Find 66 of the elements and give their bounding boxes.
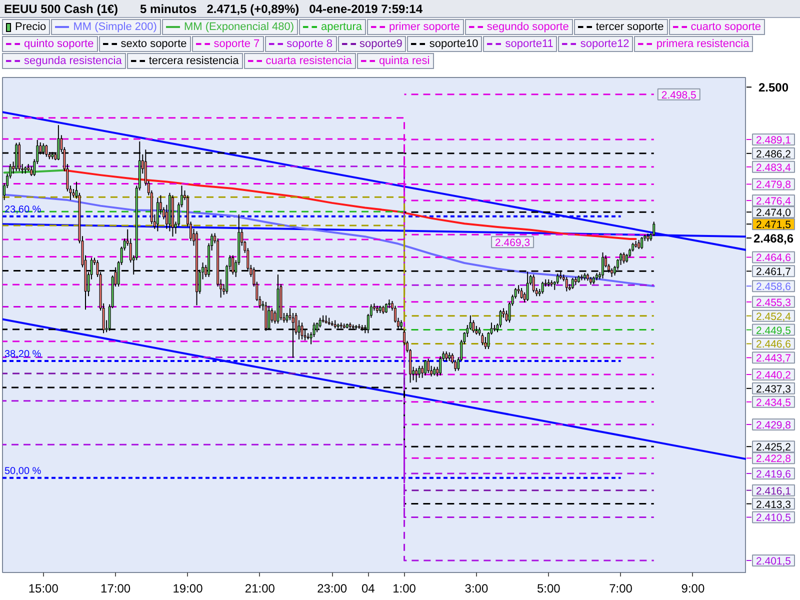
y-tick-label: 2.461,7 bbox=[756, 266, 792, 278]
x-tick-label: 3:00 bbox=[464, 582, 488, 596]
legend-label: soporte11 bbox=[483, 36, 558, 52]
legend-label: apertura bbox=[299, 19, 366, 35]
legend-label: soporte9 bbox=[338, 36, 406, 52]
y-tick-label: 2.401,5 bbox=[756, 555, 792, 568]
x-tick-label: 1:00 bbox=[392, 582, 416, 596]
y-tick-label: 2.440,2 bbox=[756, 370, 792, 382]
annotation: 50,00 % bbox=[4, 466, 42, 477]
data-label: 2.498,5 bbox=[661, 89, 697, 102]
legend-label: Precio bbox=[2, 19, 50, 35]
x-tick-label: 7:00 bbox=[609, 582, 633, 596]
y-tick-label: 2.500 bbox=[758, 80, 789, 95]
y-tick-label: 2.429,8 bbox=[756, 419, 792, 432]
legend-label: soporte10 bbox=[407, 36, 482, 52]
y-tick-label: 2.410,5 bbox=[756, 512, 792, 524]
y-tick-label: 2.468,6 bbox=[753, 232, 794, 246]
legend-label: segunda resistencia bbox=[2, 53, 126, 69]
y-tick-label: 2.479,8 bbox=[756, 179, 792, 192]
legend-label: quinta resi bbox=[356, 53, 434, 69]
x-tick-label: 17:00 bbox=[100, 582, 131, 596]
legend-label: primera resistencia bbox=[634, 36, 754, 52]
y-tick-label: 2.437,3 bbox=[756, 383, 792, 396]
y-tick-label: 2.464,6 bbox=[756, 252, 792, 264]
legend-label: primer soporte bbox=[366, 19, 464, 35]
annotation: 23,60 % bbox=[4, 204, 42, 216]
y-tick-label: 2.474,0 bbox=[756, 207, 792, 220]
y-tick-label: 2.422,8 bbox=[756, 453, 792, 466]
legend-label: cuarta resistencia bbox=[244, 53, 356, 69]
legend-label: soporte 7 bbox=[192, 36, 264, 52]
legend-label: soporte 8 bbox=[264, 36, 337, 52]
y-tick-label: 2.413,3 bbox=[756, 498, 792, 511]
legend-label: quinto soporte bbox=[2, 36, 98, 52]
legend-label: soporte12 bbox=[558, 36, 634, 52]
y-tick-label: 2.483,4 bbox=[756, 162, 792, 174]
chart-subtitle: 5 minutos 2.471,5 (+0,89%) 04-ene-2019 7:59:14 bbox=[140, 2, 423, 16]
y-tick-label: 2.489,1 bbox=[756, 134, 792, 146]
x-tick-label: 5:00 bbox=[536, 582, 561, 596]
data-label: 2.469,3 bbox=[495, 237, 530, 250]
y-tick-label: 2.419,6 bbox=[756, 468, 792, 480]
y-tick-label: 2.458,6 bbox=[756, 281, 792, 294]
legend-label: cuarto soporte bbox=[668, 19, 766, 35]
x-tick-label: 21:00 bbox=[244, 582, 276, 596]
y-tick-label: 2.434,5 bbox=[756, 396, 792, 409]
y-tick-label: 2.425,2 bbox=[756, 442, 792, 454]
legend-label: tercer soporte bbox=[574, 19, 668, 35]
y-tick-label: 2.476,4 bbox=[756, 196, 792, 208]
chart-title: EEUU 500 Cash (1€) bbox=[4, 2, 118, 16]
x-tick-label: 9:00 bbox=[681, 582, 705, 596]
y-tick-label: 2.471,5 bbox=[756, 219, 792, 232]
legend-label: MM (Simple 200) bbox=[51, 19, 161, 35]
x-tick-label: 23:00 bbox=[317, 582, 348, 596]
x-tick-label: 15:00 bbox=[28, 582, 59, 596]
y-tick-label: 2.416,1 bbox=[756, 485, 792, 498]
y-tick-label: 2.452,4 bbox=[756, 310, 792, 323]
y-tick-label: 2.443,7 bbox=[756, 352, 792, 365]
y-tick-label: 2.455,3 bbox=[756, 296, 792, 309]
legend-label: sexto soporte bbox=[98, 36, 191, 52]
legend-label: segundo soporte bbox=[464, 19, 573, 35]
legend-label: MM (Exponencial 480) bbox=[162, 19, 298, 35]
legend-label: tercera resistencia bbox=[126, 53, 243, 69]
y-tick-label: 2.449,5 bbox=[756, 324, 792, 337]
x-tick-label: 04 bbox=[362, 582, 376, 596]
y-tick-label: 2.486,2 bbox=[756, 148, 792, 160]
y-tick-label: 2.446,6 bbox=[756, 338, 792, 351]
x-tick-label: 19:00 bbox=[172, 582, 204, 596]
